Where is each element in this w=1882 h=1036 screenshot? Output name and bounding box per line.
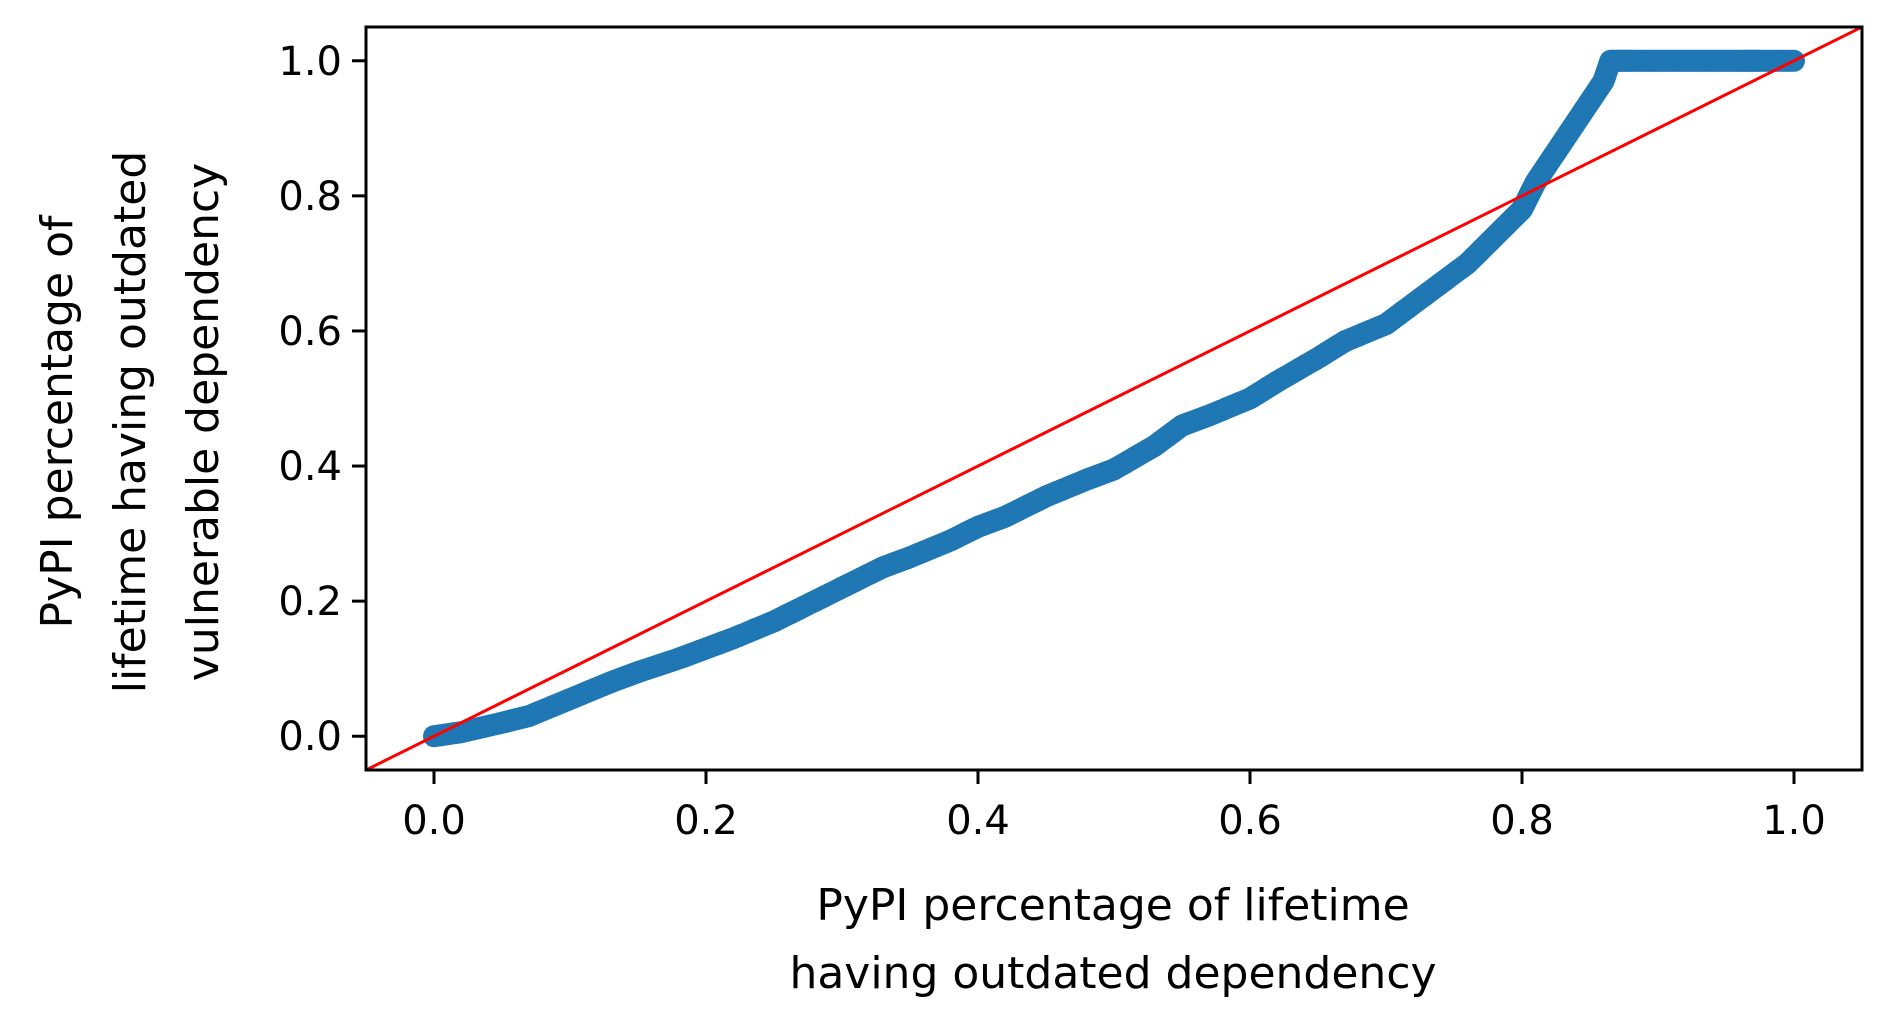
- x-axis-label-line-1: PyPI percentage of lifetime: [816, 880, 1409, 931]
- y-axis-label-line-1: PyPI percentage of: [32, 214, 83, 628]
- y-tick-label: 0.4: [278, 444, 342, 490]
- plot-frame: [364, 25, 1864, 772]
- y-axis-label-line-2: lifetime having outdated: [105, 151, 156, 694]
- reference-line: [366, 27, 1862, 770]
- y-tick-label: 0.8: [278, 174, 342, 220]
- x-tick-label: 0.6: [1218, 798, 1282, 844]
- y-tick-label: 0.2: [278, 579, 342, 625]
- y-tick-label: 1.0: [278, 39, 342, 85]
- x-tick-label: 0.0: [402, 798, 466, 844]
- y-tick-label: 0.6: [278, 309, 342, 355]
- x-tick-label: 0.2: [674, 798, 738, 844]
- x-axis-label-line-2: having outdated dependency: [789, 948, 1436, 999]
- x-tick-label: 1.0: [1762, 798, 1826, 844]
- y-tick-label: 0.0: [278, 714, 342, 760]
- x-tick-label: 0.4: [946, 798, 1010, 844]
- y-axis-label-line-3: vulnerable dependency: [178, 163, 229, 681]
- x-tick-label: 0.8: [1490, 798, 1554, 844]
